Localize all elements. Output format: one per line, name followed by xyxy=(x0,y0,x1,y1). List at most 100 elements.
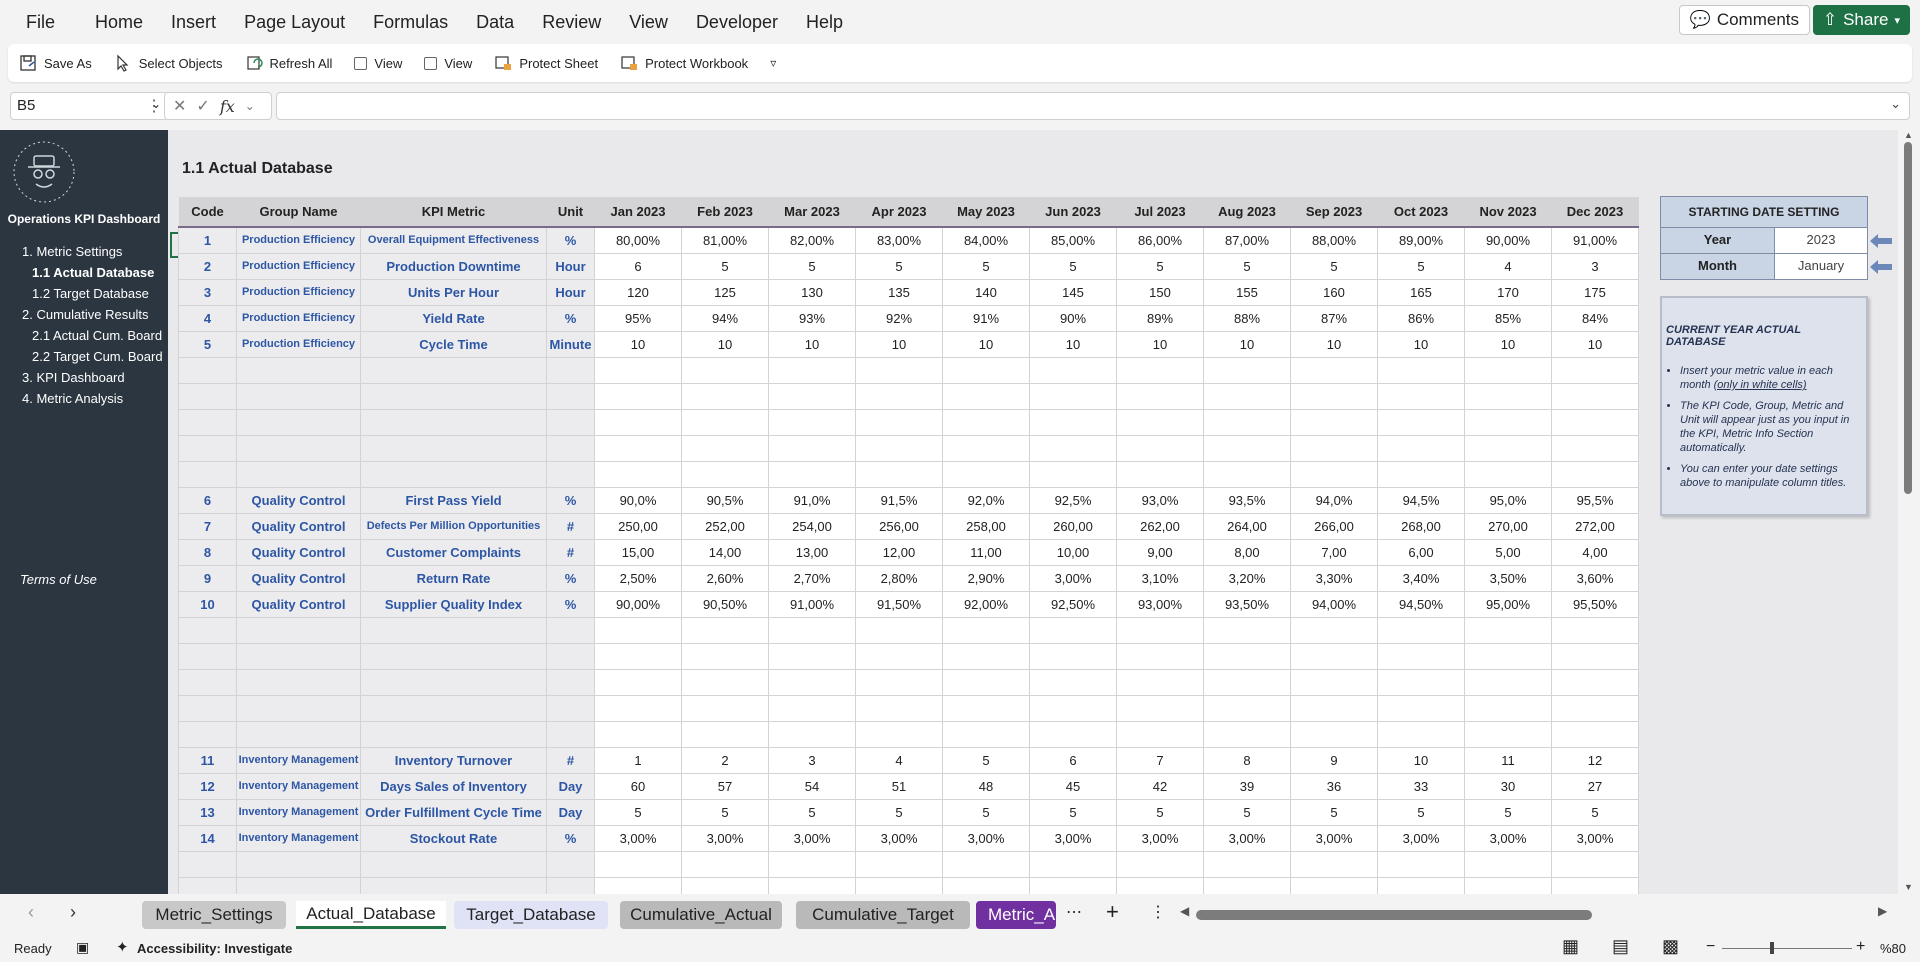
value-cell[interactable] xyxy=(1029,434,1117,462)
value-cell[interactable] xyxy=(1464,408,1552,436)
value-cell[interactable] xyxy=(594,382,682,410)
value-cell[interactable]: 272,00 xyxy=(1551,512,1639,540)
value-cell[interactable]: 5 xyxy=(1551,798,1639,826)
sidebar-item-5[interactable]: 2.1 Actual Cum. Board xyxy=(32,328,163,343)
value-cell[interactable]: 175 xyxy=(1551,278,1639,306)
value-cell[interactable] xyxy=(681,642,769,670)
value-cell[interactable] xyxy=(855,382,943,410)
value-cell[interactable] xyxy=(1551,408,1639,436)
value-cell[interactable] xyxy=(1377,356,1465,384)
value-cell[interactable] xyxy=(1203,382,1291,410)
value-cell[interactable]: 92% xyxy=(855,304,943,332)
menu-item-review[interactable]: Review xyxy=(542,11,602,32)
value-cell[interactable] xyxy=(1290,356,1378,384)
value-cell[interactable]: 5 xyxy=(1290,798,1378,826)
value-cell[interactable]: 88% xyxy=(1203,304,1291,332)
value-cell[interactable]: 266,00 xyxy=(1290,512,1378,540)
value-cell[interactable] xyxy=(594,694,682,722)
scrollbar-thumb[interactable] xyxy=(1904,142,1912,494)
value-cell[interactable]: 57 xyxy=(681,772,769,800)
value-cell[interactable] xyxy=(594,460,682,488)
more-options-icon[interactable]: ⋮ xyxy=(146,98,162,115)
value-cell[interactable] xyxy=(1029,668,1117,696)
value-cell[interactable] xyxy=(1203,616,1291,644)
name-box[interactable]: B5 ⌄ xyxy=(10,92,168,120)
value-cell[interactable] xyxy=(1029,850,1117,878)
ribbon-overflow-button[interactable]: ▿ xyxy=(759,56,787,70)
value-cell[interactable] xyxy=(681,616,769,644)
value-cell[interactable] xyxy=(1116,668,1204,696)
share-button[interactable]: ⇧ Share ▾ xyxy=(1812,5,1910,35)
accessibility-status[interactable]: Accessibility: Investigate xyxy=(137,941,293,956)
value-cell[interactable]: 81,00% xyxy=(681,226,769,254)
value-cell[interactable] xyxy=(1377,460,1465,488)
value-cell[interactable] xyxy=(1551,694,1639,722)
value-cell[interactable] xyxy=(1203,850,1291,878)
value-cell[interactable] xyxy=(1551,720,1639,748)
value-cell[interactable]: 11,00 xyxy=(942,538,1030,566)
value-cell[interactable]: 160 xyxy=(1290,278,1378,306)
zoom-out-icon[interactable]: − xyxy=(1706,938,1716,955)
value-cell[interactable] xyxy=(1116,720,1204,748)
expand-formula-icon[interactable]: ⌄ xyxy=(1890,96,1901,111)
value-cell[interactable] xyxy=(1290,694,1378,722)
value-cell[interactable]: 125 xyxy=(681,278,769,306)
value-cell[interactable]: 10 xyxy=(1464,330,1552,358)
value-cell[interactable]: 90,50% xyxy=(681,590,769,618)
value-cell[interactable] xyxy=(1290,616,1378,644)
add-sheet-icon[interactable]: + xyxy=(1106,899,1119,924)
value-cell[interactable]: 5 xyxy=(942,798,1030,826)
value-cell[interactable]: 135 xyxy=(855,278,943,306)
value-cell[interactable]: 256,00 xyxy=(855,512,943,540)
value-cell[interactable] xyxy=(594,616,682,644)
value-cell[interactable] xyxy=(1377,720,1465,748)
value-cell[interactable]: 2,50% xyxy=(594,564,682,592)
chevron-down-icon[interactable]: ⌄ xyxy=(150,97,161,111)
value-cell[interactable]: 5 xyxy=(1116,798,1204,826)
value-cell[interactable]: 8 xyxy=(1203,746,1291,774)
value-cell[interactable]: 12 xyxy=(1551,746,1639,774)
value-cell[interactable] xyxy=(1029,720,1117,748)
value-cell[interactable]: 83,00% xyxy=(855,226,943,254)
value-cell[interactable]: 8,00 xyxy=(1203,538,1291,566)
value-cell[interactable]: 3,20% xyxy=(1203,564,1291,592)
value-cell[interactable]: 93,5% xyxy=(1203,486,1291,514)
value-cell[interactable]: 10 xyxy=(1290,330,1378,358)
value-cell[interactable]: 92,5% xyxy=(1029,486,1117,514)
value-cell[interactable]: 14,00 xyxy=(681,538,769,566)
value-cell[interactable]: 12,00 xyxy=(855,538,943,566)
scroll-down-icon[interactable]: ▼ xyxy=(1904,882,1913,892)
value-cell[interactable]: 48 xyxy=(942,772,1030,800)
value-cell[interactable] xyxy=(768,876,856,894)
value-cell[interactable]: 80,00% xyxy=(594,226,682,254)
menu-item-help[interactable]: Help xyxy=(805,11,844,32)
scroll-up-icon[interactable]: ▲ xyxy=(1904,130,1913,140)
value-cell[interactable] xyxy=(1116,460,1204,488)
page-layout-view-icon[interactable]: ▤ xyxy=(1612,936,1630,956)
value-cell[interactable]: 3,00% xyxy=(1551,824,1639,852)
value-cell[interactable] xyxy=(1290,876,1378,894)
tab-metric-settings[interactable]: Metric_Settings xyxy=(142,901,286,929)
value-cell[interactable]: 82,00% xyxy=(768,226,856,254)
value-cell[interactable] xyxy=(855,668,943,696)
value-cell[interactable]: 250,00 xyxy=(594,512,682,540)
value-cell[interactable] xyxy=(1551,382,1639,410)
value-cell[interactable]: 2,60% xyxy=(681,564,769,592)
value-cell[interactable]: 5 xyxy=(1464,798,1552,826)
value-cell[interactable]: 42 xyxy=(1116,772,1204,800)
normal-view-icon[interactable]: ▦ xyxy=(1562,936,1580,956)
value-cell[interactable] xyxy=(681,408,769,436)
value-cell[interactable]: 2,70% xyxy=(768,564,856,592)
value-cell[interactable] xyxy=(768,694,856,722)
value-cell[interactable]: 10 xyxy=(855,330,943,358)
value-cell[interactable] xyxy=(1116,642,1204,670)
value-cell[interactable]: 7,00 xyxy=(1290,538,1378,566)
value-cell[interactable] xyxy=(1203,408,1291,436)
tab-target-database[interactable]: Target_Database xyxy=(454,901,608,929)
value-cell[interactable]: 88,00% xyxy=(1290,226,1378,254)
value-cell[interactable]: 92,0% xyxy=(942,486,1030,514)
value-cell[interactable]: 92,50% xyxy=(1029,590,1117,618)
value-cell[interactable]: 5 xyxy=(1116,252,1204,280)
insert-function-icon[interactable]: fx xyxy=(219,96,235,116)
value-cell[interactable]: 5 xyxy=(768,252,856,280)
